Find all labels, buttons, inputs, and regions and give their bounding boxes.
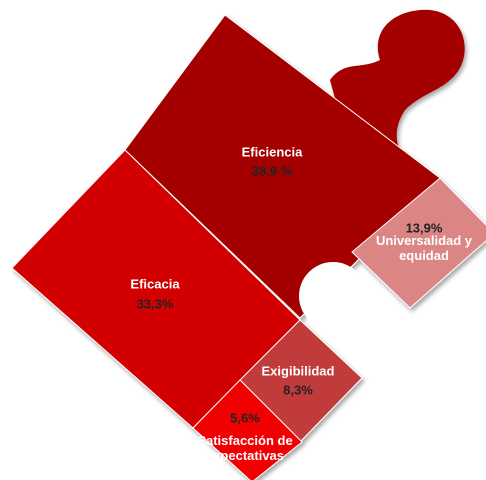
value-label: 38,9 % [217,164,327,179]
category-label: Satisfacción de expectativas [190,433,300,463]
chart: Eficiencia 38,9 % Eficacia 33,3% Universalid… [0,0,486,480]
value-label: 8,3% [248,383,348,398]
value-label: 13,9% [374,221,474,236]
value-label: 33,3% [100,297,210,312]
category-label: Exigibilidad [248,364,348,379]
puzzle-hole [299,262,367,330]
category-label: Universalidad y equidad [374,233,474,263]
value-label: 5,6% [190,411,300,426]
category-label: Eficiencia [217,145,327,160]
category-label: Eficacia [100,277,210,292]
